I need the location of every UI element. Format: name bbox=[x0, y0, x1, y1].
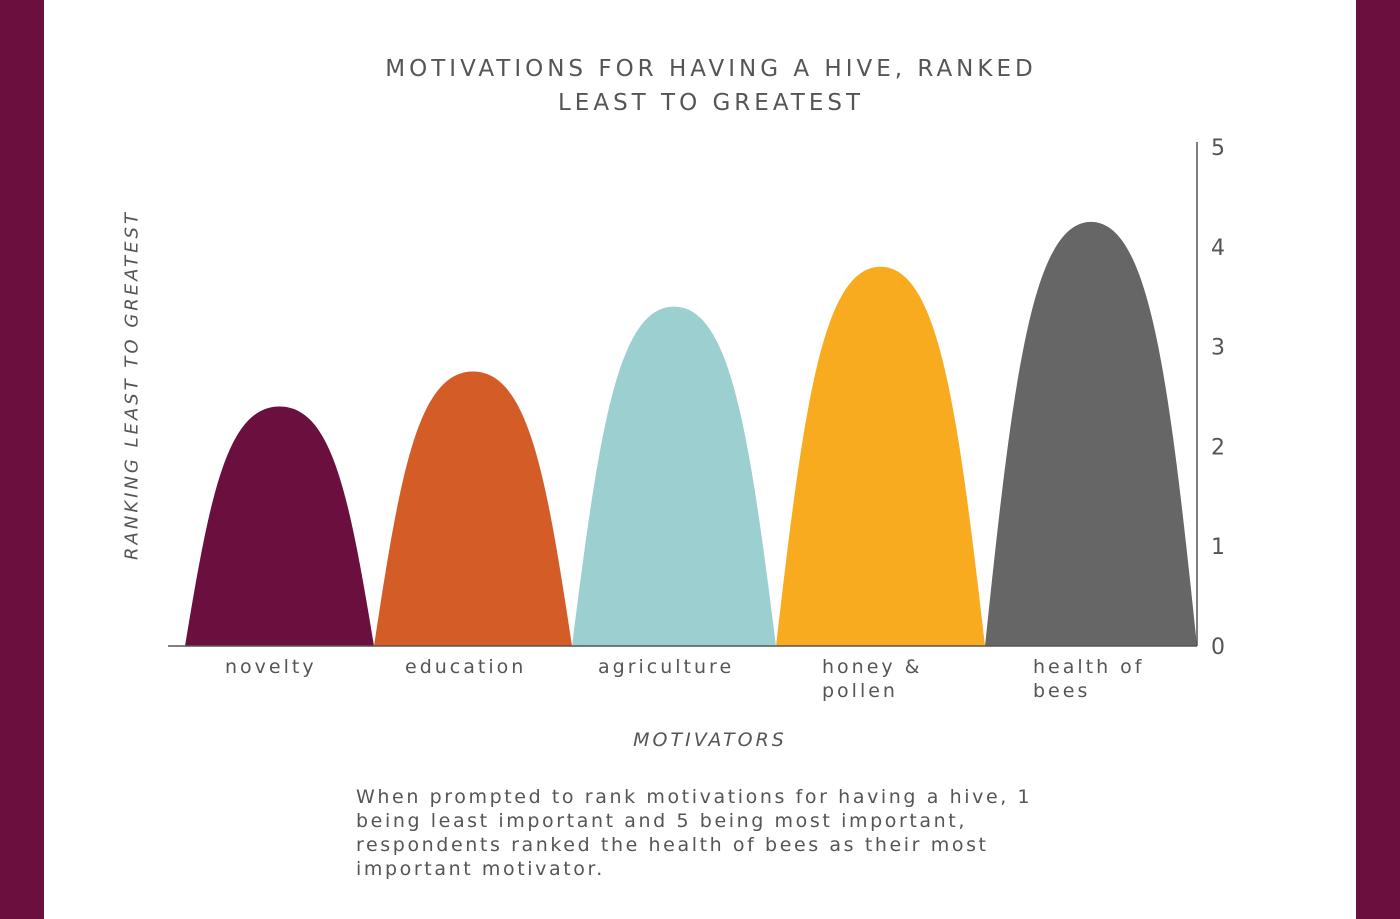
chart-title: MOTIVATIONS FOR HAVING A HIVE, RANKED LE… bbox=[300, 52, 1122, 120]
chart-title-line-1: MOTIVATIONS FOR HAVING A HIVE, RANKED bbox=[385, 56, 1037, 82]
y-tick-label: 2 bbox=[1211, 435, 1225, 460]
chart-caption: When prompted to rank motivations for ha… bbox=[356, 786, 1033, 880]
y-tick-label: 5 bbox=[1211, 136, 1225, 161]
chart-bells bbox=[185, 221, 1197, 646]
right-border-bar bbox=[1356, 0, 1400, 919]
bell-education bbox=[374, 371, 572, 646]
y-axis-ticks: 0 1 2 3 4 5 bbox=[1211, 136, 1225, 660]
x-category-label: education bbox=[405, 656, 526, 678]
y-tick-label: 1 bbox=[1211, 535, 1225, 560]
chart-axes bbox=[168, 142, 1198, 647]
y-tick-label: 0 bbox=[1211, 635, 1225, 660]
x-category-label: honey & pollen bbox=[822, 656, 923, 702]
x-category-label: health of bees bbox=[1033, 656, 1145, 702]
bell-health-of-bees bbox=[985, 221, 1197, 646]
bell-honey-pollen bbox=[776, 266, 985, 646]
bell-agriculture bbox=[572, 306, 776, 646]
y-tick-label: 4 bbox=[1211, 236, 1225, 261]
bell-novelty bbox=[185, 406, 374, 646]
chart-title-line-2: LEAST TO GREATEST bbox=[557, 90, 865, 116]
y-tick-label: 3 bbox=[1211, 336, 1225, 361]
x-axis-categories: novelty education agriculture honey & pollen… bbox=[225, 656, 1145, 702]
x-axis-label: MOTIVATORS bbox=[633, 729, 787, 751]
x-category-label: agriculture bbox=[598, 656, 734, 678]
x-category-label: novelty bbox=[225, 656, 317, 678]
left-border-bar bbox=[0, 0, 44, 919]
